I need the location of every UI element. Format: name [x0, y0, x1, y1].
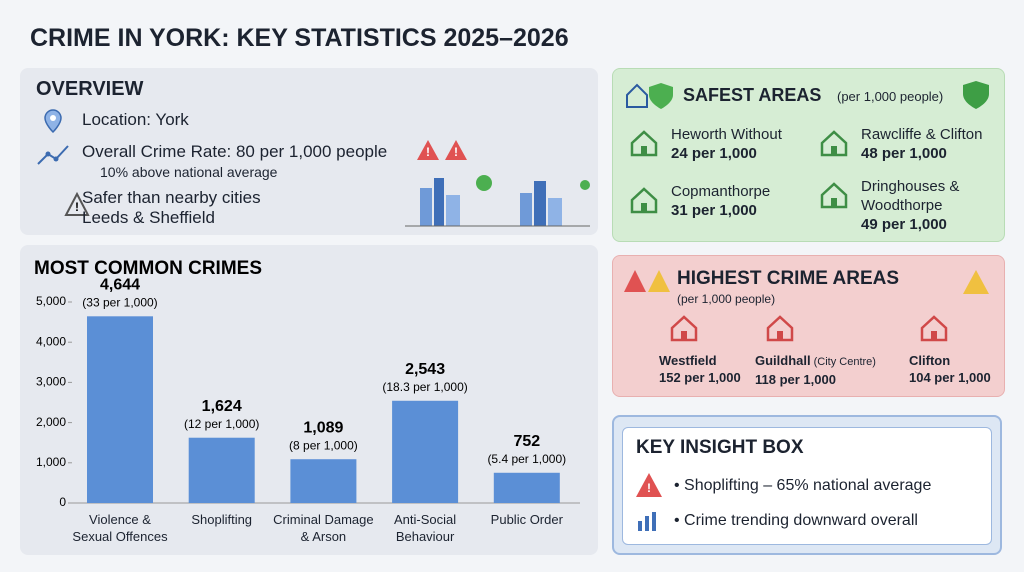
area-name: Heworth Without: [671, 126, 782, 143]
y-tick-label: 2,000: [36, 415, 66, 429]
area-rate: 48 per 1,000: [861, 145, 947, 162]
safe-area: Copmanthorpe 31 per 1,000: [671, 182, 811, 220]
page-title: CRIME IN YORK: KEY STATISTICS 2025–2026: [30, 24, 569, 52]
house-icon: [766, 315, 794, 342]
insight-item: Crime trending downward overall: [674, 512, 918, 530]
svg-text:!: !: [454, 145, 458, 159]
house-icon: [670, 315, 698, 342]
value-label: 4,644: [100, 277, 140, 294]
value-label: 752: [513, 433, 540, 450]
safest-heading: SAFEST AREAS: [683, 85, 822, 105]
y-tick-label: 5,000: [36, 294, 66, 308]
safest-panel: SAFEST AREAS (per 1,000 people) Heworth …: [612, 68, 1005, 242]
house-icon: [630, 130, 658, 157]
svg-text:!: !: [75, 200, 79, 214]
safer: Safer than nearby cities: [82, 188, 261, 207]
area-name: Guildhall (City Centre): [755, 353, 876, 368]
shield-icon: !: [64, 192, 90, 216]
house-icon: [630, 187, 658, 214]
highest-unit: (per 1,000 people): [677, 292, 776, 306]
safe-area: Dringhouses & Woodthorpe 49 per 1,000: [861, 177, 1001, 234]
warning-icons: [624, 270, 670, 292]
high-area: Westfield 152 per 1,000: [659, 352, 741, 386]
rate-label: (18.3 per 1,000): [382, 380, 467, 394]
y-tick-label: 0: [59, 495, 66, 509]
insight-item: Shoplifting – 65% national average: [674, 477, 931, 495]
area-note: (City Centre): [813, 356, 876, 368]
rate-label: (8 per 1,000): [289, 438, 358, 452]
bar: [392, 400, 459, 503]
bar: [493, 472, 560, 503]
insight-heading: KEY INSIGHT BOX: [636, 437, 804, 458]
crime-rate: Overall Crime Rate: 80 per 1,000 people: [82, 142, 388, 161]
safe-area: Rawcliffe & Clifton 48 per 1,000: [861, 125, 1001, 163]
safe-icon: [626, 83, 673, 109]
overview-heading: OVERVIEW: [36, 78, 144, 100]
x-tick-label: Shoplifting: [191, 512, 253, 527]
rate-label: (33 per 1,000): [82, 295, 157, 309]
area-rate: 104 per 1,000: [909, 370, 991, 385]
x-tick-label: Violence & Sexual Offences: [72, 512, 168, 544]
area-name: Clifton: [909, 353, 951, 368]
insight-panel: KEY INSIGHT BOX ! Shoplifting – 65% nati…: [612, 415, 1002, 555]
rate-label: (5.4 per 1,000): [487, 452, 566, 466]
value-label: 1,089: [303, 419, 343, 436]
bar: [290, 459, 357, 503]
area-name: Dringhouses & Woodthorpe: [861, 178, 960, 214]
chart: MOST COMMON CRIMES 0 1,000 2,000 3,000 4,000…: [34, 258, 580, 509]
area-name: Copmanthorpe: [671, 183, 771, 200]
svg-text:!: !: [647, 481, 651, 495]
location: Location: York: [82, 110, 189, 129]
svg-text:!: !: [426, 145, 430, 159]
bar: [188, 437, 255, 503]
area-rate: 49 per 1,000: [861, 216, 947, 233]
area-name: Rawcliffe & Clifton: [861, 126, 983, 143]
comparison: 10% above national average: [100, 164, 278, 180]
safe-area: Heworth Without 24 per 1,000: [671, 125, 811, 163]
x-tick-label: Criminal Damage & Arson: [273, 512, 374, 544]
warning-icons: !!: [417, 140, 467, 160]
high-area: Guildhall (City Centre) 118 per 1,000: [755, 352, 876, 388]
chart-panel: MOST COMMON CRIMES 0 1,000 2,000 3,000 4,000…: [20, 245, 598, 555]
area-rate: 152 per 1,000: [659, 370, 741, 385]
y-tick-label: 3,000: [36, 375, 66, 389]
safest-unit: (per 1,000 people): [837, 89, 944, 104]
location-icon: [44, 109, 62, 134]
house-icon: [820, 130, 848, 157]
trend-icon: [37, 145, 69, 165]
high-area: Clifton 104 per 1,000: [909, 352, 991, 386]
safer-detail: Leeds & Sheffield: [82, 208, 215, 227]
chart-icon: [638, 512, 656, 531]
area-name: Westfield: [659, 353, 717, 368]
area-rate: 24 per 1,000: [671, 145, 757, 162]
chart-title: MOST COMMON CRIMES: [34, 258, 262, 279]
highest-panel: HIGHEST CRIME AREAS (per 1,000 people) W…: [612, 255, 1005, 397]
city-icons: [405, 175, 590, 227]
house-icon: [920, 315, 948, 342]
warning-icon: !: [636, 473, 662, 497]
highest-heading: HIGHEST CRIME AREAS: [677, 268, 900, 289]
warning-icon: [963, 270, 989, 294]
shield-icon: [963, 81, 989, 109]
house-icon: [820, 182, 848, 209]
value-label: 1,624: [202, 398, 242, 415]
x-tick-label: Anti-Social Behaviour: [394, 512, 457, 544]
overview-panel: OVERVIEW Location: York Overall Crime Ra…: [20, 68, 598, 235]
y-tick-label: 4,000: [36, 334, 66, 348]
value-label: 2,543: [405, 361, 445, 378]
bar: [87, 316, 153, 503]
area-rate: 118 per 1,000: [755, 372, 836, 387]
y-tick-label: 1,000: [36, 455, 66, 469]
rate-label: (12 per 1,000): [184, 417, 259, 431]
area-rate: 31 per 1,000: [671, 202, 757, 219]
x-tick-label: Public Order: [490, 512, 563, 527]
